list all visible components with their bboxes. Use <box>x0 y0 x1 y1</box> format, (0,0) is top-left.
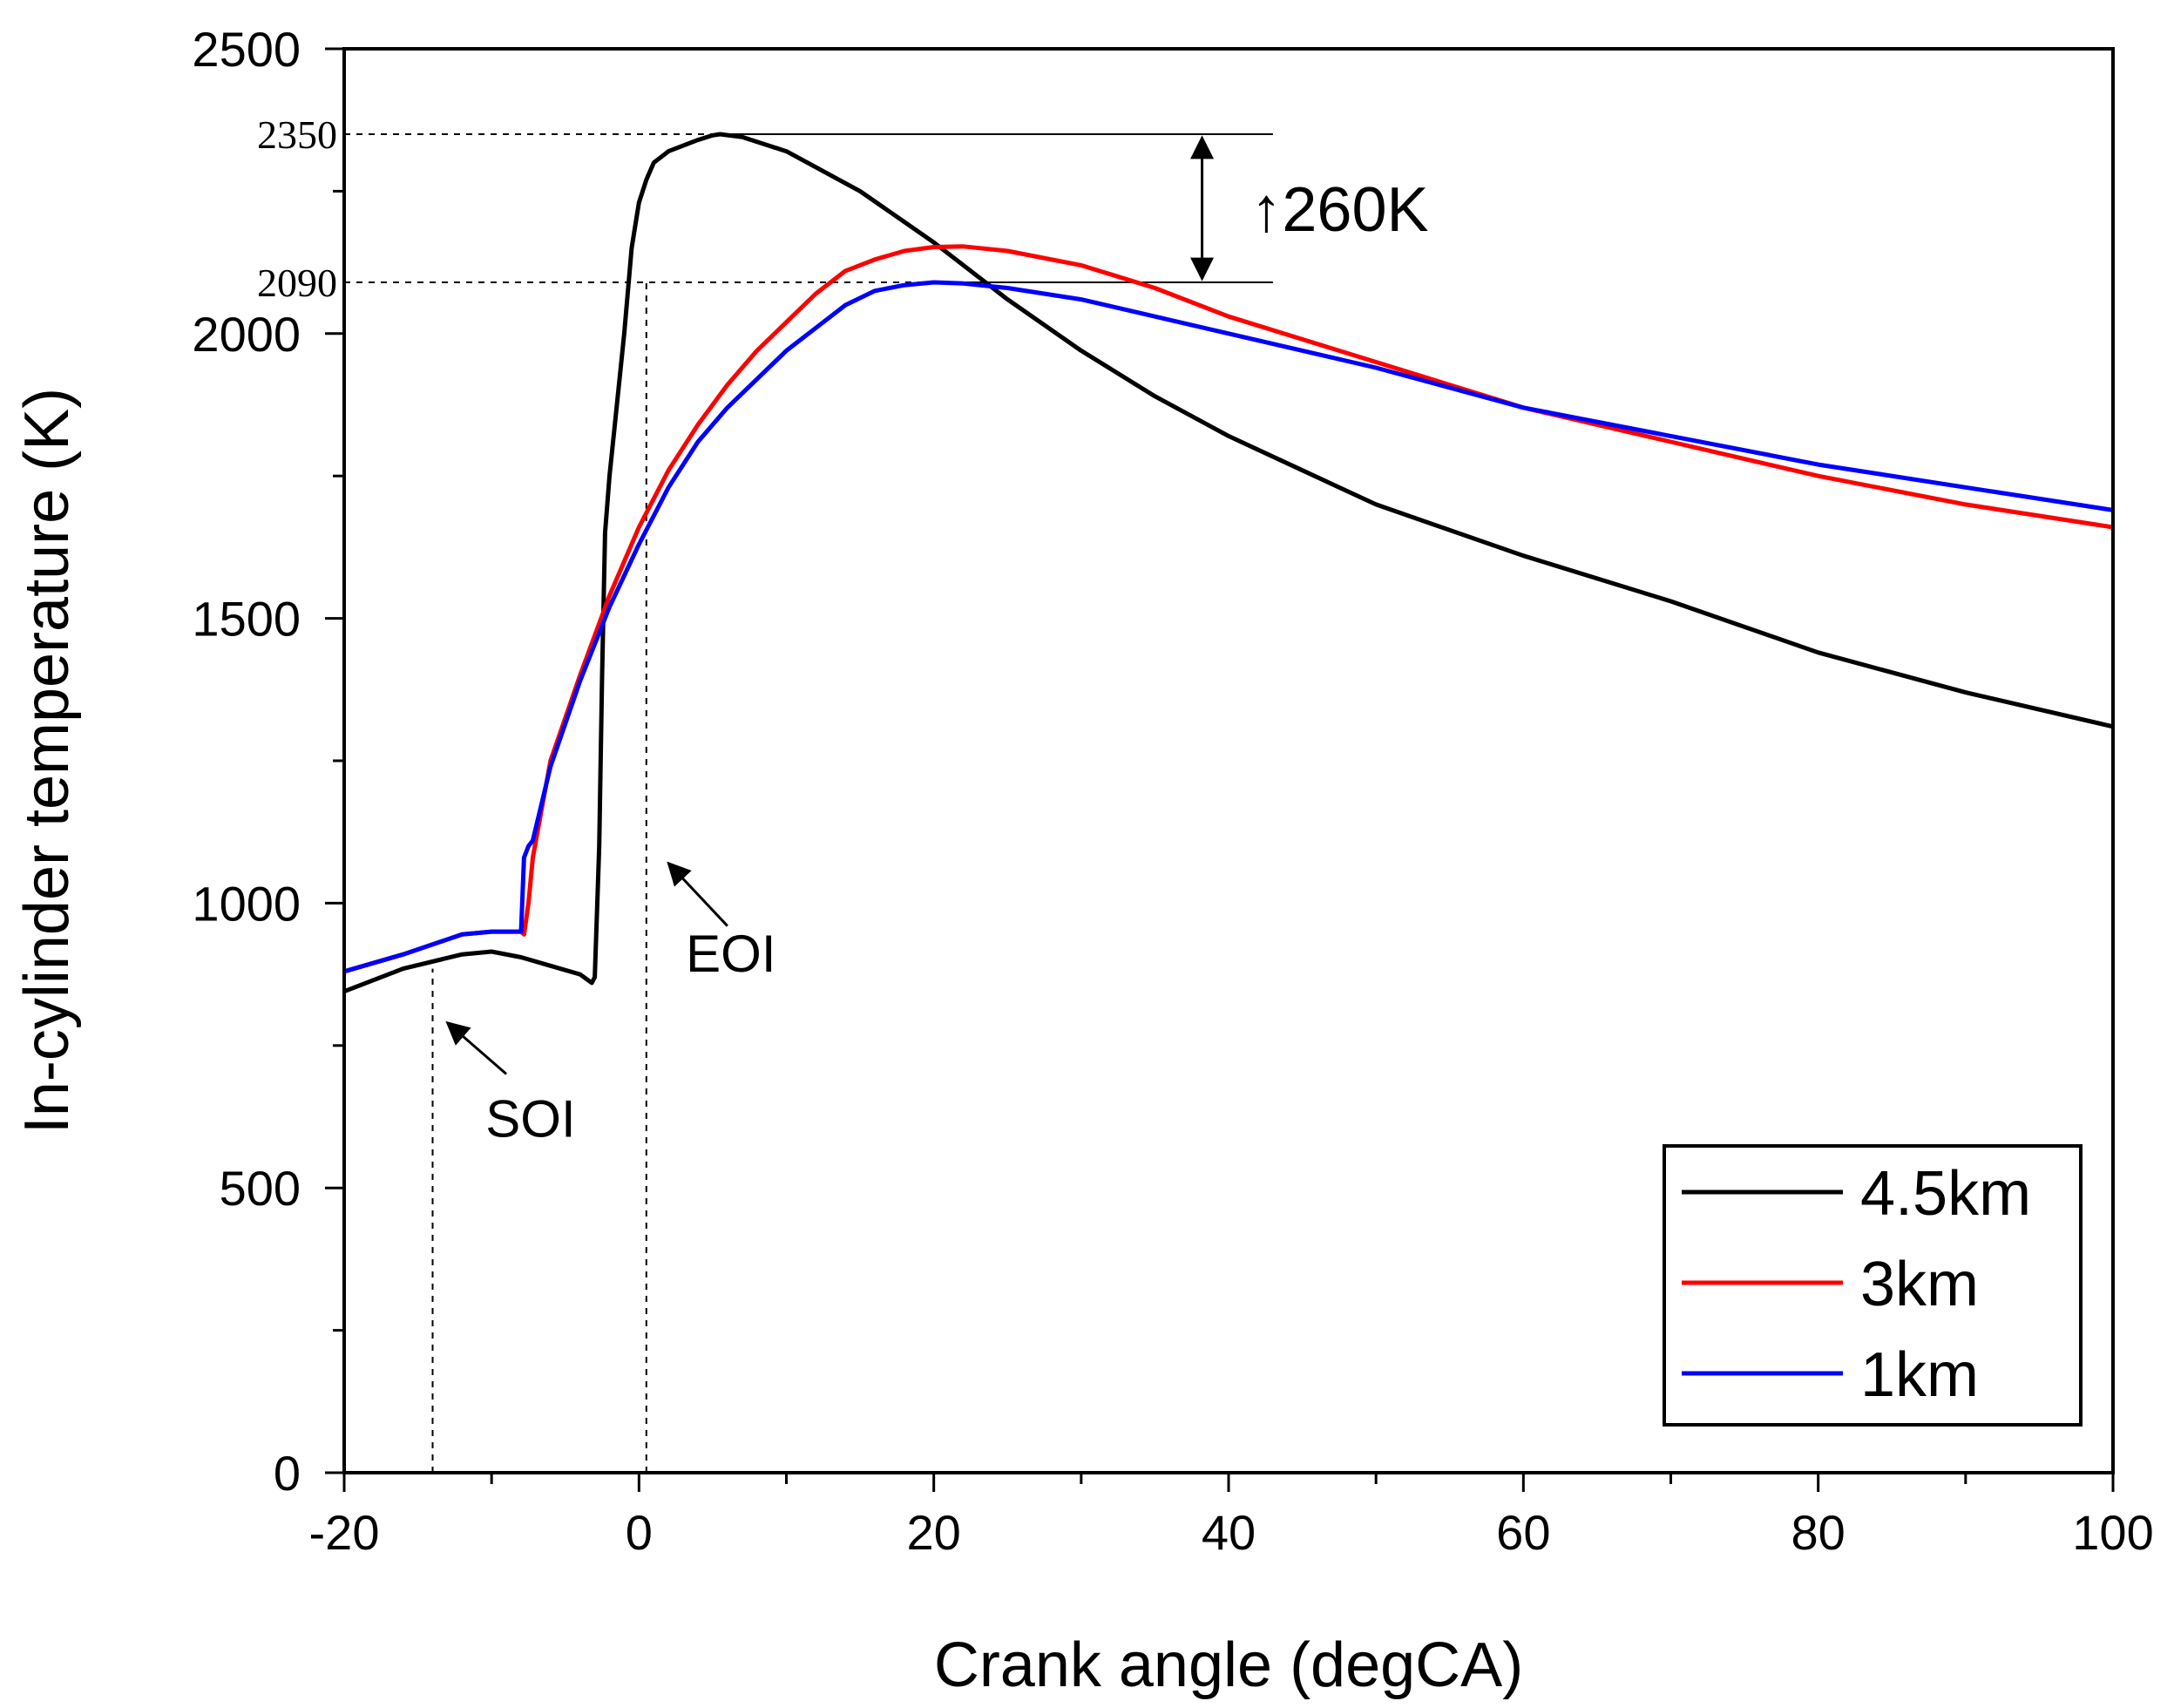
ref-label-2090: 2090 <box>257 261 337 305</box>
x-tick-label: 20 <box>907 1505 961 1560</box>
ref-label-2350: 2350 <box>257 112 337 157</box>
series-lines <box>343 132 2114 994</box>
y-tick-label: 2500 <box>192 22 301 77</box>
series-line-4.5km <box>343 132 2114 994</box>
legend-label-1km: 1km <box>1860 1340 1979 1410</box>
x-tick-label: 80 <box>1791 1505 1846 1560</box>
y-tick-label: 500 <box>220 1161 301 1216</box>
soi-arrow <box>445 1020 508 1075</box>
y-axis-title: In-cylinder temperature (K) <box>12 388 82 1134</box>
x-tick-label: 40 <box>1202 1505 1256 1560</box>
x-tick-label: 60 <box>1496 1505 1550 1560</box>
y-tick-label: 0 <box>274 1446 301 1501</box>
reference-lines <box>344 133 1273 1473</box>
y-tick-label: 1500 <box>192 592 301 647</box>
x-tick-label: 100 <box>2072 1505 2153 1560</box>
x-tick-label: -20 <box>309 1505 380 1560</box>
eoi-arrow <box>667 861 728 927</box>
y-tick-label: 1000 <box>192 876 301 931</box>
eoi-label: EOI <box>686 925 775 983</box>
legend-label-4.5km: 4.5km <box>1860 1159 2031 1229</box>
y-tick-label: 2000 <box>192 307 301 362</box>
series-line-3km <box>343 244 2114 974</box>
legend-label-3km: 3km <box>1860 1250 1979 1319</box>
soi-label: SOI <box>485 1089 575 1148</box>
series-line-1km <box>343 280 2114 974</box>
legend: 4.5km 3km 1km <box>1663 1144 2083 1427</box>
x-axis-title: Crank angle (degCA) <box>934 1630 1523 1700</box>
x-tick-label: 0 <box>626 1505 653 1560</box>
axis-ticks <box>325 47 2115 1492</box>
delta-annotation: ↑260K <box>1250 175 1428 245</box>
